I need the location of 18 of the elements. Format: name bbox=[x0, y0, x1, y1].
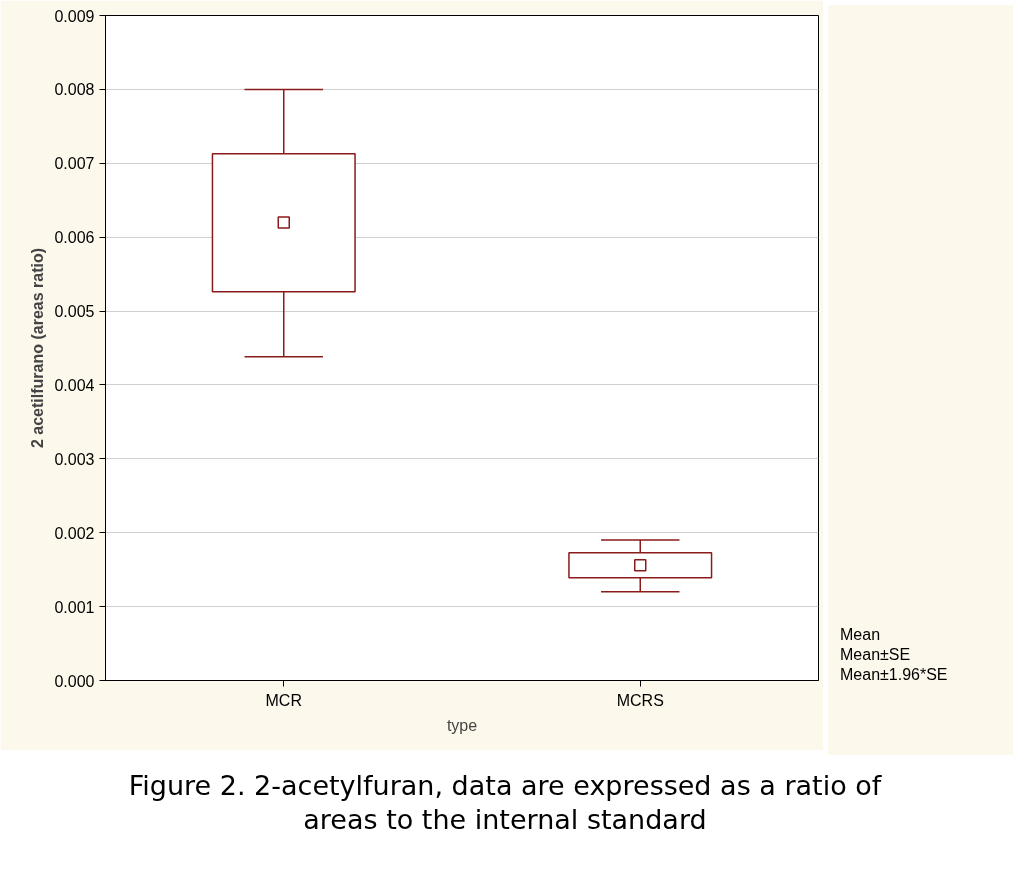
y-tick-label: 0.005 bbox=[54, 303, 95, 321]
text: Mean±1.96*SE bbox=[840, 665, 948, 685]
y-tick-label: 0.009 bbox=[54, 7, 95, 25]
text: Mean±SE bbox=[840, 645, 912, 665]
y-tick-label: 0.004 bbox=[54, 376, 95, 394]
x-tick-label: MCR bbox=[265, 691, 302, 709]
y-tick-label: 0.003 bbox=[54, 450, 95, 468]
x-tick-label: MCRS bbox=[616, 691, 664, 709]
text: Mean bbox=[840, 625, 882, 645]
y-tick-label: 0.006 bbox=[54, 229, 95, 247]
y-tick-label: 0.008 bbox=[54, 81, 95, 99]
y-tick-label: 0.001 bbox=[54, 598, 95, 616]
x-axis-title: type bbox=[446, 716, 478, 734]
y-axis-title: 2 acetilfurano (areas ratio) bbox=[29, 247, 47, 449]
y-tick-label: 0.000 bbox=[54, 672, 95, 690]
y-tick-label: 0.007 bbox=[54, 155, 95, 173]
caption: Figure 2. 2-acetylfuran, data are expressed as a ratio of areas to the internal standard bbox=[127, 769, 883, 837]
y-tick-label: 0.002 bbox=[54, 524, 95, 542]
